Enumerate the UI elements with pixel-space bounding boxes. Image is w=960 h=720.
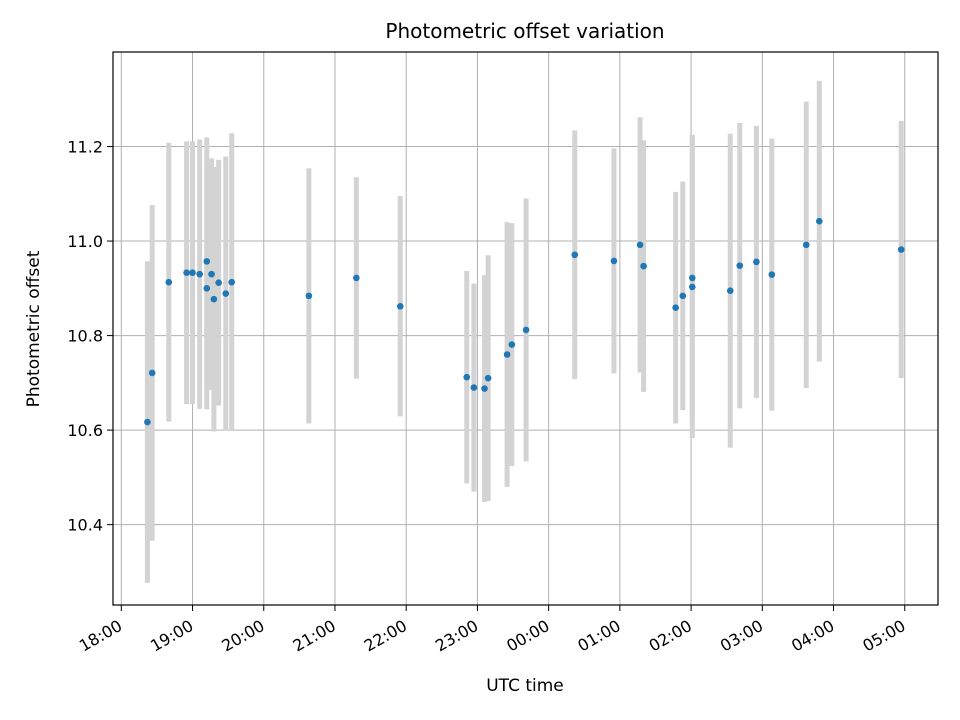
data-point bbox=[508, 341, 516, 348]
data-point bbox=[353, 274, 360, 282]
data-point bbox=[610, 257, 618, 265]
x-axis-label: UTC time bbox=[486, 676, 564, 696]
chart-title: Photometric offset variation bbox=[385, 19, 664, 43]
y-tick-label: 10.6 bbox=[67, 421, 103, 440]
data-point bbox=[688, 283, 696, 291]
data-points bbox=[144, 217, 905, 426]
data-point bbox=[396, 302, 404, 310]
y-axis-label: Photometric offset bbox=[24, 250, 44, 407]
y-tick-label: 10.8 bbox=[67, 327, 103, 346]
data-point bbox=[503, 351, 511, 358]
data-point bbox=[203, 258, 211, 265]
data-point bbox=[768, 271, 776, 278]
data-point bbox=[463, 373, 471, 381]
data-point bbox=[636, 241, 644, 249]
data-point bbox=[571, 251, 579, 259]
y-axis-ticks: 10.4 10.6 10.8 11.0 11.2 bbox=[67, 138, 113, 535]
data-point bbox=[897, 246, 905, 253]
data-point bbox=[470, 384, 478, 391]
data-point bbox=[215, 279, 222, 286]
data-point bbox=[148, 369, 156, 377]
data-point bbox=[196, 270, 203, 278]
data-point bbox=[726, 287, 734, 294]
data-point bbox=[208, 270, 215, 278]
data-point bbox=[484, 374, 492, 382]
y-tick-label: 11.0 bbox=[67, 232, 103, 251]
data-point bbox=[189, 269, 196, 277]
y-tick-label: 10.4 bbox=[67, 516, 103, 535]
data-point bbox=[802, 241, 810, 249]
data-point bbox=[753, 258, 760, 266]
data-point bbox=[203, 285, 211, 292]
data-point bbox=[165, 278, 173, 286]
data-point bbox=[815, 217, 823, 225]
data-point bbox=[736, 262, 744, 269]
data-point bbox=[228, 278, 236, 286]
plot-frame bbox=[112, 51, 939, 606]
data-point bbox=[688, 274, 696, 282]
data-point bbox=[481, 385, 488, 392]
data-point bbox=[210, 295, 218, 303]
data-point bbox=[522, 326, 530, 334]
data-point bbox=[183, 269, 190, 277]
data-point bbox=[679, 292, 687, 300]
data-point bbox=[305, 292, 313, 300]
data-point bbox=[640, 262, 647, 270]
data-point bbox=[672, 304, 679, 312]
data-point bbox=[144, 418, 151, 426]
data-point bbox=[222, 290, 230, 297]
y-tick-label: 11.2 bbox=[67, 138, 103, 157]
